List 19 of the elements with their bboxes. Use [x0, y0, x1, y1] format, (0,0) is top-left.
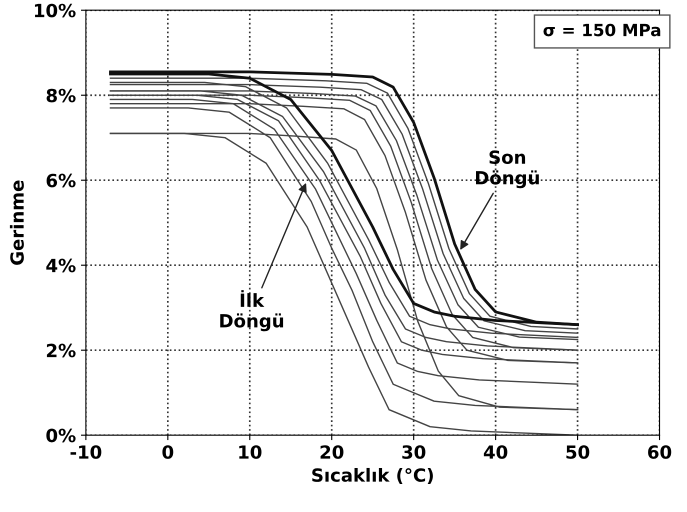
- y-tick-label: 2%: [46, 344, 76, 358]
- y-axis-title: Gerinme: [10, 180, 24, 265]
- y-tick-label: 0%: [46, 428, 76, 442]
- annotation: İlk Döngü: [220, 290, 284, 332]
- x-tick-label: 30: [402, 445, 426, 459]
- x-tick-label: 60: [648, 445, 672, 459]
- x-tick-label: 50: [566, 445, 590, 459]
- annotation: σ = 150 MPa: [543, 24, 660, 36]
- x-tick-label: -10: [70, 445, 102, 459]
- x-tick-label: 10: [239, 445, 262, 459]
- y-tick-label: 8%: [46, 88, 76, 102]
- x-tick-label: 0: [162, 445, 174, 459]
- x-tick-label: 20: [320, 445, 344, 459]
- y-tick-label: 6%: [46, 174, 76, 188]
- x-axis-title: Sıcaklık (°C): [312, 468, 433, 484]
- x-tick-label: 40: [484, 445, 508, 459]
- annotation: Son Döngü: [476, 150, 539, 188]
- y-tick-label: 4%: [46, 258, 76, 272]
- y-tick-label: 10%: [34, 4, 76, 18]
